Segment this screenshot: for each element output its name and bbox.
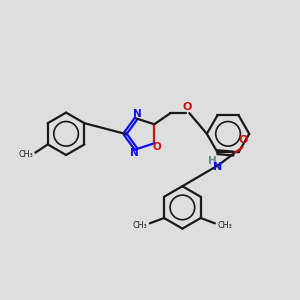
Text: H: H [208,156,217,166]
Text: O: O [182,102,192,112]
Text: CH₃: CH₃ [217,220,232,230]
Text: O: O [239,135,248,145]
Text: N: N [130,148,139,158]
Text: CH₃: CH₃ [133,220,148,230]
Text: N: N [133,109,141,119]
Text: N: N [213,162,222,172]
Text: O: O [152,142,161,152]
Text: CH₃: CH₃ [18,150,33,159]
